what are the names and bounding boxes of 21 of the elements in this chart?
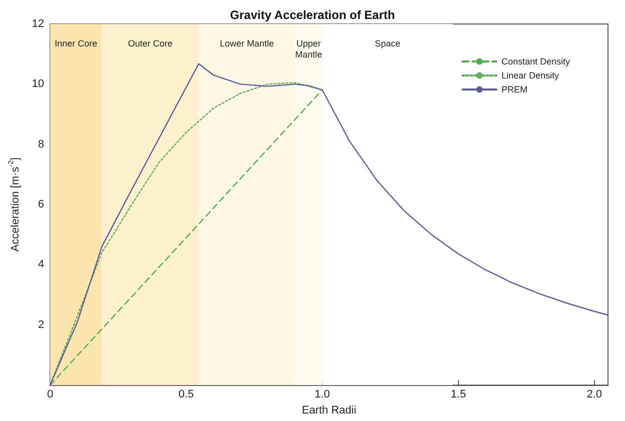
x-tick-label: 1.5 [450, 388, 466, 401]
x-axis-title: Earth Radii [302, 404, 356, 416]
y-tick-label: 2 [38, 318, 44, 331]
y-tick-label: 8 [38, 138, 44, 150]
band-label: Space [374, 38, 400, 48]
x-tick-label: 1.0 [314, 388, 330, 401]
chart-title: Gravity Acceleration of Earth [230, 8, 395, 22]
band-label: Lower Mantle [220, 38, 274, 48]
y-tick-label: 12 [32, 18, 44, 30]
x-tick-label: 0 [47, 388, 54, 401]
band-label: Outer Core [128, 38, 173, 48]
x-tick-label: 2.0 [586, 388, 602, 401]
legend-label: Linear Density [501, 70, 560, 80]
y-tick-label: 4 [38, 258, 44, 271]
x-tick-label: 0.5 [178, 388, 194, 401]
legend-label: Constant Density [501, 56, 570, 66]
legend-label: PREM [501, 84, 528, 94]
band-label: Inner Core [54, 38, 98, 48]
y-tick-label: 10 [32, 78, 44, 90]
y-tick-label: 6 [38, 198, 44, 211]
band-label: Upper Mantle [295, 38, 322, 60]
